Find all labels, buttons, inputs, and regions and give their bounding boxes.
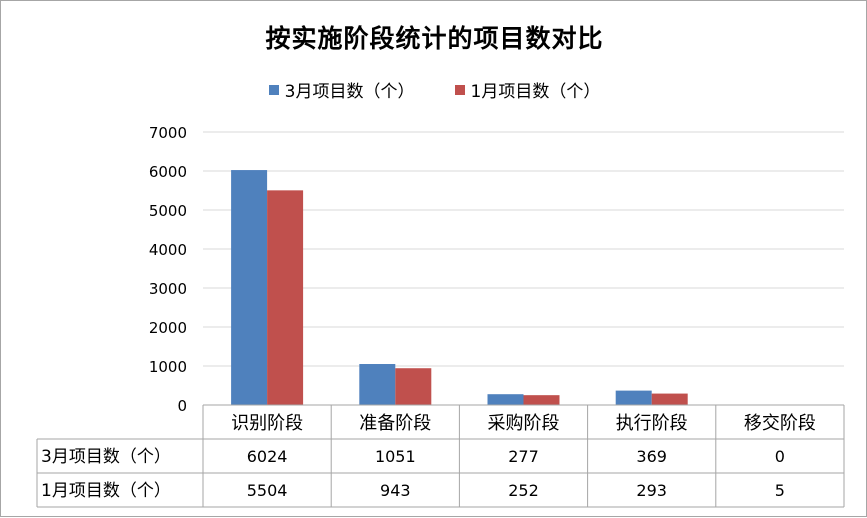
y-tick-label: 2000 [149, 319, 187, 337]
data-table-value: 369 [636, 447, 667, 466]
bar-2 [267, 190, 303, 405]
data-table-value: 5 [775, 481, 785, 500]
data-table-value: 943 [380, 481, 411, 500]
bar-1 [616, 391, 652, 405]
bar-2 [395, 368, 431, 405]
category-label: 采购阶段 [488, 413, 560, 434]
category-label: 执行阶段 [616, 413, 688, 434]
y-tick-label: 0 [177, 397, 187, 415]
y-tick-label: 3000 [149, 280, 187, 298]
table-row-label: 3月项目数（个） [41, 447, 171, 467]
data-table-value: 252 [508, 481, 539, 500]
y-tick-label: 4000 [149, 241, 187, 259]
category-label: 移交阶段 [744, 413, 816, 434]
bar-1 [488, 394, 524, 405]
category-label: 识别阶段 [231, 413, 303, 434]
bar-2 [652, 394, 688, 405]
data-table-value: 1051 [375, 447, 416, 466]
y-tick-label: 6000 [149, 163, 187, 181]
data-table-value: 0 [775, 447, 785, 466]
data-table-value: 6024 [247, 447, 288, 466]
y-tick-label: 5000 [149, 202, 187, 220]
y-tick-label: 1000 [149, 358, 187, 376]
data-table-value: 293 [636, 481, 667, 500]
y-tick-label: 7000 [149, 124, 187, 142]
category-label: 准备阶段 [359, 413, 431, 434]
data-table-value: 277 [508, 447, 539, 466]
bar-1 [231, 170, 267, 405]
bar-2 [524, 395, 560, 405]
bar-1 [359, 364, 395, 405]
table-row-label: 1月项目数（个） [41, 481, 171, 501]
data-table-value: 5504 [247, 481, 288, 500]
